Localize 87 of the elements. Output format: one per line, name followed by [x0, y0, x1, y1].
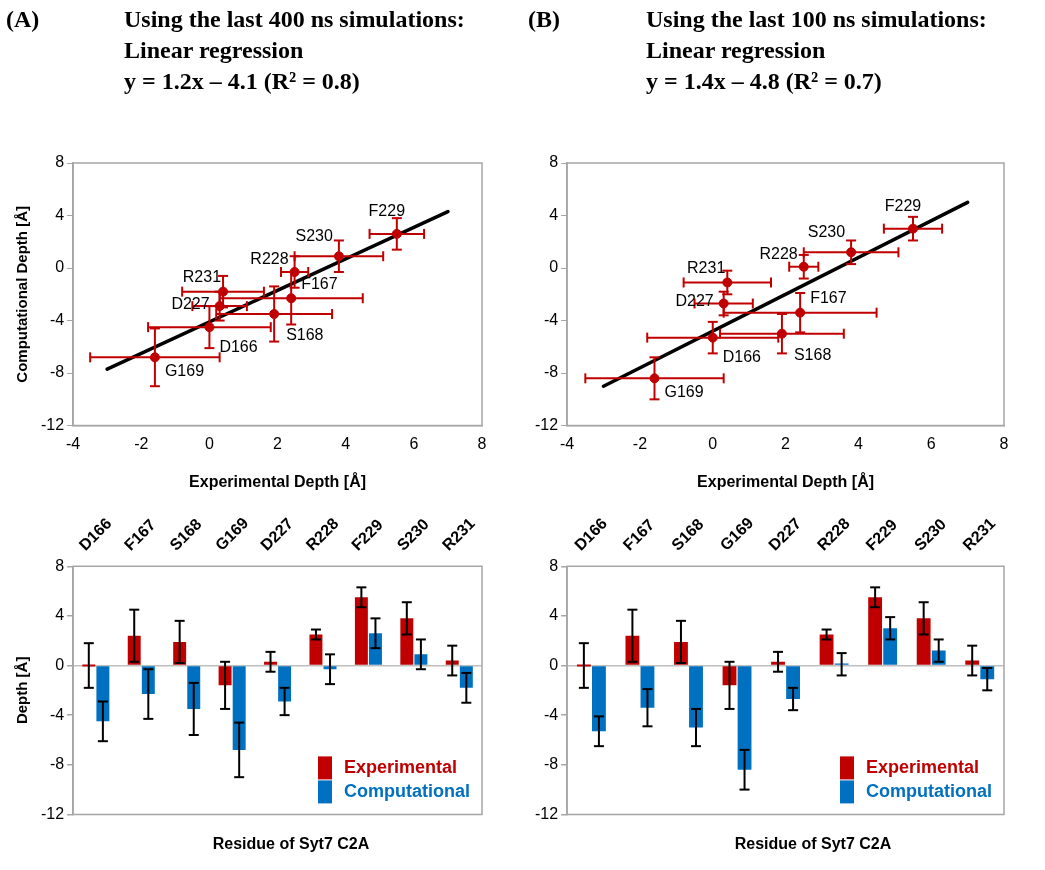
bar [232, 666, 246, 750]
text: (B) [528, 5, 560, 34]
y-tick-label: -8 [543, 755, 559, 773]
y-tick-label: 8 [55, 153, 65, 171]
text: (A) [6, 5, 40, 34]
annotation: F229 [884, 197, 922, 215]
legend-label: Computational [344, 781, 471, 802]
y-tick-label: 0 [55, 655, 65, 673]
chart-title: Using the last 100 ns simulations: [646, 5, 987, 34]
x-tick-label: 8 [999, 434, 1009, 452]
chart-subtitle: Linear regression [646, 36, 827, 65]
bar [354, 597, 368, 665]
x-tick-label: 8 [477, 434, 487, 452]
bar [786, 666, 801, 700]
y-tick-label: -12 [41, 416, 65, 434]
annotation: D227 [675, 291, 714, 309]
y-tick-label: -12 [535, 416, 559, 434]
bar [400, 618, 414, 665]
y-tick-label: 4 [549, 606, 559, 624]
annotation: R228 [759, 245, 798, 263]
text: y = 1.4x – 4.8 (R² = 0.7) [646, 67, 883, 96]
y-axis-title: Computational Depth [Å] [13, 205, 31, 383]
y-tick-label: -12 [41, 804, 65, 822]
x-tick-label: -4 [66, 434, 81, 452]
annotation: R228 [250, 250, 289, 268]
y-tick-label: 4 [55, 606, 65, 624]
annotation: F167 [810, 289, 847, 307]
x-tick-label: 4 [853, 434, 863, 452]
y-tick-label: -8 [49, 755, 65, 773]
annotation: R231 [687, 258, 726, 276]
annotation: G169 [164, 361, 205, 379]
bar [883, 628, 898, 665]
bar [868, 597, 883, 665]
annotation: S168 [793, 346, 832, 364]
chart-title: Using the last 400 ns simulations: [124, 5, 465, 34]
x-tick-label: 2 [273, 434, 283, 452]
x-tick-label: 0 [708, 434, 718, 452]
annotation: D166 [219, 337, 258, 355]
y-tick-label: 8 [549, 556, 559, 574]
x-tick-label: 6 [926, 434, 936, 452]
x-axis-title: Experimental Depth [Å] [697, 471, 875, 490]
y-tick-label: -12 [535, 804, 559, 822]
bar [592, 666, 606, 732]
bar [916, 618, 931, 665]
bar [278, 666, 292, 702]
y-tick-label: -8 [49, 363, 65, 381]
x-axis-title: Residue of Syt7 C2A [211, 835, 371, 853]
annotation: D227 [171, 294, 210, 312]
y-tick-label: -4 [49, 310, 65, 328]
annotation: D166 [722, 348, 762, 366]
y-tick-label: -8 [543, 363, 559, 381]
y-tick-label: 0 [55, 258, 65, 276]
y-tick-label: 0 [549, 258, 559, 276]
legend-label: Experimental [866, 757, 980, 778]
x-tick-label: -2 [134, 434, 149, 452]
bar [819, 634, 834, 665]
legend-label: Experimental [344, 757, 458, 778]
bar [96, 666, 110, 722]
bar [737, 666, 752, 770]
y-tick-label: 8 [55, 556, 65, 574]
bar [309, 634, 323, 665]
x-axis-title: Experimental Depth [Å] [189, 471, 367, 490]
annotation: R231 [182, 268, 222, 286]
x-tick-label: -4 [560, 434, 575, 452]
x-axis-title: Residue of Syt7 C2A [733, 835, 893, 853]
annotation: S168 [286, 326, 324, 344]
bar [689, 666, 703, 728]
x-tick-label: 0 [204, 434, 214, 452]
y-tick-label: 4 [549, 205, 559, 223]
y-tick-label: -4 [543, 705, 559, 723]
x-tick-label: 6 [409, 434, 419, 452]
x-tick-label: 2 [781, 434, 791, 452]
annotation: S230 [295, 226, 333, 244]
y-tick-label: 8 [549, 153, 559, 171]
y-tick-label: -4 [543, 310, 559, 328]
chart-subtitle: Linear regression [124, 36, 305, 65]
annotation: S230 [807, 222, 846, 240]
y-tick-label: 4 [55, 205, 65, 223]
annotation: G169 [664, 382, 704, 400]
x-tick-label: -2 [632, 434, 648, 452]
text: y = 1.2x – 4.1 (R² = 0.8) [124, 67, 361, 96]
y-tick-label: -4 [49, 705, 65, 723]
annotation: F229 [368, 202, 406, 220]
y-axis-title: Depth [Å] [13, 656, 31, 725]
x-tick-label: 4 [341, 434, 351, 452]
legend-label: Computational [866, 781, 993, 802]
y-tick-label: 0 [549, 655, 559, 673]
